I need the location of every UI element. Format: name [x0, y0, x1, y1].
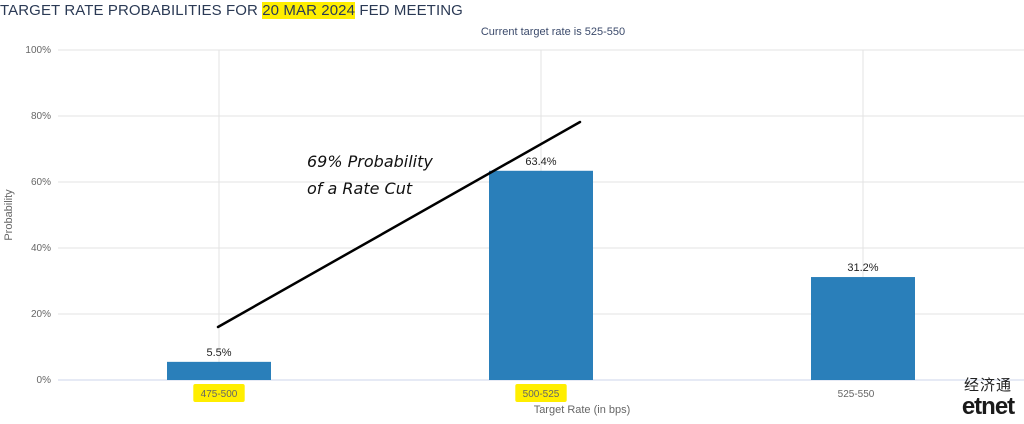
bar-value-label: 63.4% — [525, 156, 556, 168]
y-tick-label: 100% — [25, 45, 51, 56]
annotation-arrow-line — [216, 120, 582, 329]
x-tick-label: 525-550 — [838, 389, 875, 400]
y-axis-label: Probability — [3, 189, 15, 241]
x-tick-label: 475-500 — [201, 389, 238, 400]
title-suffix: FED MEETING — [355, 2, 463, 19]
y-tick-label: 40% — [31, 243, 51, 254]
category-highlight — [515, 384, 567, 402]
category-highlight — [193, 384, 245, 402]
annotation-line2: of a Rate Cut — [307, 179, 413, 198]
annotation-line1: 69% Probability — [307, 152, 433, 171]
bar — [811, 277, 915, 380]
bar-value-label: 5.5% — [206, 347, 231, 359]
bar-value-label: 31.2% — [847, 262, 878, 274]
x-axis-label: Target Rate (in bps) — [534, 404, 631, 416]
bar-layer — [167, 170, 915, 380]
logo-english-text: etnet — [961, 393, 1015, 420]
etnet-logo: 经济通 etnet — [956, 374, 1020, 424]
highlight-layer — [193, 384, 567, 402]
title-date-highlight: 20 MAR 2024 — [262, 2, 356, 19]
x-tick-label: 500-525 — [523, 389, 560, 400]
bar — [489, 170, 593, 380]
chart-title: TARGET RATE PROBABILITIES FOR 20 MAR 202… — [0, 2, 463, 19]
y-tick-label: 0% — [37, 375, 52, 386]
y-tick-label: 60% — [31, 177, 51, 188]
logo-chinese-text: 经济通 — [963, 376, 1012, 394]
bar — [167, 361, 271, 380]
y-tick-label: 20% — [31, 309, 51, 320]
label-layer: 0% 20% 40% 60% 80% 100% 5.5% 475-500 63.4% 500-52… — [25, 45, 878, 400]
y-tick-label: 80% — [31, 111, 51, 122]
title-prefix: TARGET RATE PROBABILITIES FOR — [0, 2, 263, 19]
chart-subtitle: Current target rate is 525-550 — [480, 26, 626, 38]
